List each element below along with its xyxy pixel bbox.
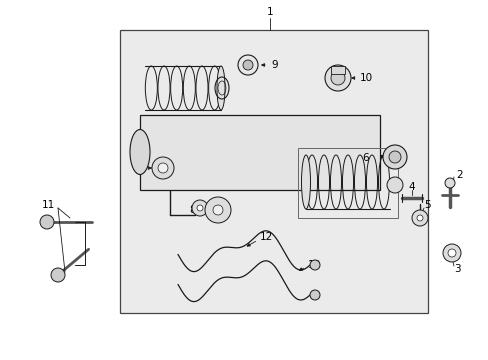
- Circle shape: [386, 177, 402, 193]
- Text: 3: 3: [453, 264, 460, 274]
- Ellipse shape: [217, 66, 224, 110]
- Circle shape: [442, 244, 460, 262]
- Circle shape: [40, 215, 54, 229]
- Circle shape: [192, 200, 207, 216]
- Circle shape: [204, 197, 230, 223]
- Circle shape: [213, 205, 223, 215]
- Circle shape: [197, 205, 203, 211]
- Text: 11: 11: [41, 200, 55, 210]
- Circle shape: [416, 215, 422, 221]
- Text: 7: 7: [137, 163, 143, 173]
- Text: 4: 4: [407, 182, 414, 192]
- Circle shape: [152, 157, 174, 179]
- Bar: [120, 30, 427, 313]
- Circle shape: [411, 210, 427, 226]
- Text: 13: 13: [307, 260, 321, 270]
- Bar: [297, 148, 397, 218]
- Text: 8: 8: [189, 205, 196, 215]
- Circle shape: [243, 60, 252, 70]
- Text: 9: 9: [270, 60, 277, 70]
- Ellipse shape: [130, 130, 150, 175]
- Circle shape: [330, 71, 345, 85]
- Circle shape: [444, 178, 454, 188]
- Circle shape: [309, 260, 319, 270]
- Text: 6: 6: [361, 153, 368, 163]
- Circle shape: [309, 290, 319, 300]
- Text: 2: 2: [455, 170, 462, 180]
- Circle shape: [447, 249, 455, 257]
- Circle shape: [382, 145, 406, 169]
- Bar: [140, 115, 379, 190]
- Text: 1: 1: [266, 7, 273, 17]
- Circle shape: [388, 151, 400, 163]
- Circle shape: [238, 55, 258, 75]
- Text: 5: 5: [423, 200, 430, 210]
- Circle shape: [51, 268, 65, 282]
- Text: 10: 10: [359, 73, 372, 83]
- Ellipse shape: [301, 155, 310, 209]
- Text: 12: 12: [260, 232, 273, 242]
- Circle shape: [158, 163, 168, 173]
- Circle shape: [325, 65, 350, 91]
- Bar: [330, 66, 345, 74]
